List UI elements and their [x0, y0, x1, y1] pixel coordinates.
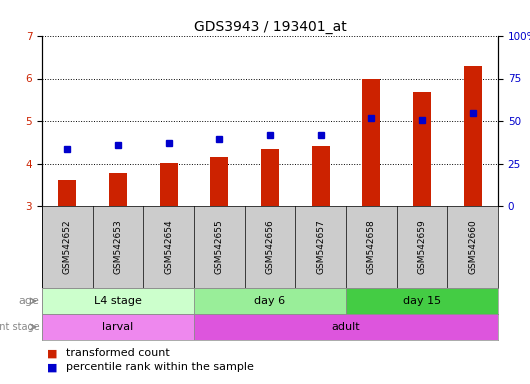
Bar	[42, 314, 194, 340]
Bar	[261, 149, 279, 206]
Text: GSM542657: GSM542657	[316, 220, 325, 275]
Text: age: age	[19, 296, 39, 306]
Text: GSM542655: GSM542655	[215, 220, 224, 275]
Bar	[42, 288, 194, 314]
Bar	[413, 92, 431, 206]
Text: GSM542656: GSM542656	[266, 220, 275, 275]
Bar	[160, 163, 178, 206]
Bar	[464, 66, 482, 206]
Text: ■: ■	[47, 362, 58, 372]
Text: ■: ■	[47, 348, 58, 358]
Text: percentile rank within the sample: percentile rank within the sample	[66, 362, 254, 372]
Text: GSM542652: GSM542652	[63, 220, 72, 274]
Text: day 6: day 6	[254, 296, 286, 306]
Text: GSM542659: GSM542659	[418, 220, 427, 275]
Bar	[194, 314, 498, 340]
Text: L4 stage: L4 stage	[94, 296, 142, 306]
Bar	[109, 173, 127, 206]
Text: GSM542658: GSM542658	[367, 220, 376, 275]
Text: transformed count: transformed count	[66, 348, 170, 358]
Bar	[363, 79, 380, 206]
Bar	[346, 288, 498, 314]
Text: development stage: development stage	[0, 322, 39, 332]
Text: GSM542660: GSM542660	[468, 220, 477, 275]
Bar	[210, 157, 228, 206]
Text: day 15: day 15	[403, 296, 441, 306]
Bar	[312, 146, 330, 206]
Text: larval: larval	[102, 322, 134, 332]
Bar	[58, 180, 76, 206]
Text: GSM542654: GSM542654	[164, 220, 173, 274]
Text: GSM542653: GSM542653	[113, 220, 122, 275]
Bar	[194, 288, 346, 314]
Text: adult: adult	[332, 322, 360, 332]
Title: GDS3943 / 193401_at: GDS3943 / 193401_at	[193, 20, 347, 33]
